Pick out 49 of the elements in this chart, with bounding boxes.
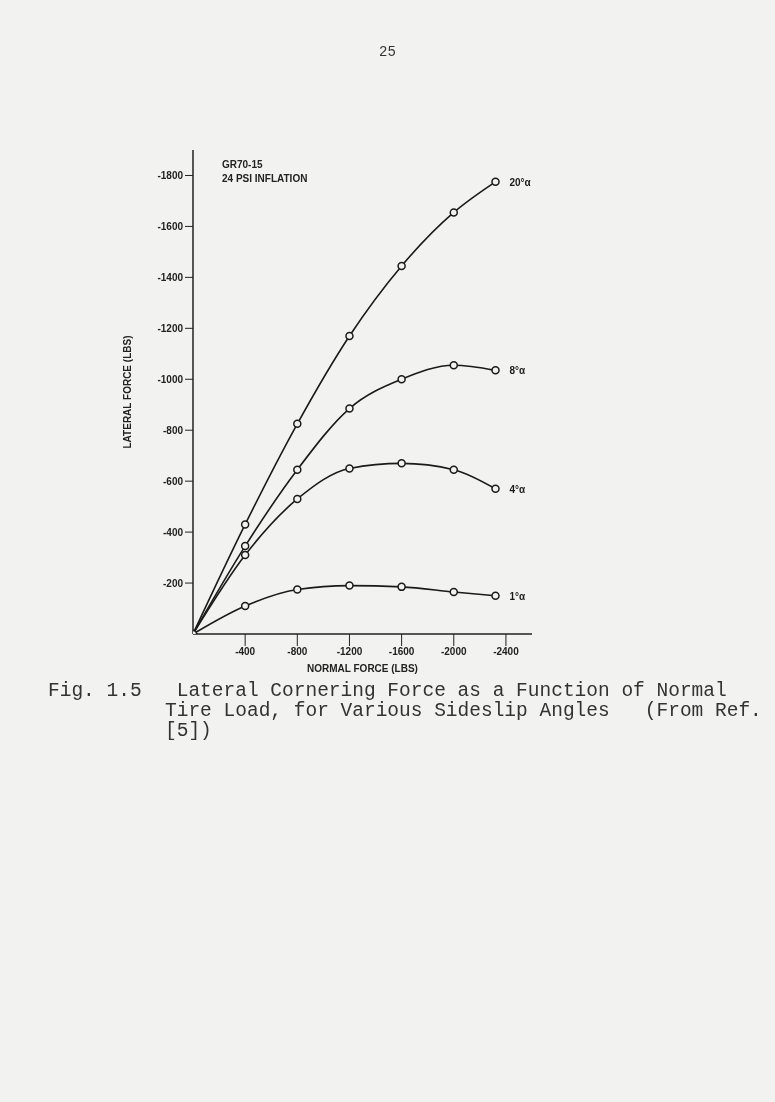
point (449, 465, 459, 474)
y-axis-title: LATERAL FORCE (LBS) (121, 335, 133, 449)
x-tick-label: -2400 (493, 646, 520, 658)
point (491, 484, 500, 494)
series-label: 8°α (509, 365, 527, 377)
y-tick-label: -1200 (157, 322, 184, 334)
y-tick-label: -400 (162, 526, 184, 538)
point (293, 465, 302, 474)
series-label: 20°α (509, 176, 532, 188)
y-tick-label: -600 (162, 475, 184, 487)
point (293, 585, 302, 594)
point (397, 582, 406, 592)
text: GR70-15 (222, 159, 264, 170)
x-axis-title: NORMAL FORCE (LBS) (307, 663, 418, 674)
point (397, 261, 406, 271)
point (449, 587, 459, 597)
point (345, 581, 354, 590)
x-tick-label: -1200 (336, 646, 363, 658)
point (491, 591, 500, 601)
y-tick-label: -1000 (157, 373, 184, 385)
text: 25 (378, 44, 397, 60)
point (345, 464, 354, 473)
point (449, 361, 459, 370)
point (240, 550, 250, 560)
point (240, 520, 250, 529)
point (449, 208, 459, 217)
x-tick-label: -800 (287, 646, 308, 658)
point (293, 419, 302, 429)
x-tick-label: -400 (235, 646, 256, 658)
caption: Fig. 1.5 Lateral Cornering Force as a Function of Normal Tire Load, for Various Sideslip Angles (From Ref. [5]) (48, 680, 763, 742)
point (293, 494, 302, 504)
y-tick-label: -1400 (157, 271, 184, 283)
y-tick-label: -800 (162, 424, 184, 436)
point (240, 601, 250, 611)
series-label: 1°α (509, 590, 527, 602)
point (491, 177, 500, 187)
point (397, 375, 406, 384)
point (240, 541, 250, 551)
x-tick-label: -1600 (388, 646, 415, 658)
y-tick-label: -200 (162, 577, 184, 589)
y-tick-label: -1800 (157, 170, 184, 182)
point (397, 459, 406, 468)
point (345, 404, 354, 413)
series-label: 4°α (509, 483, 527, 495)
y-tick-label: -1600 (157, 220, 184, 232)
point (491, 366, 500, 375)
point (345, 331, 354, 341)
text: 24 PSI INFLATION (222, 173, 308, 184)
x-tick-label: -2000 (440, 646, 467, 658)
